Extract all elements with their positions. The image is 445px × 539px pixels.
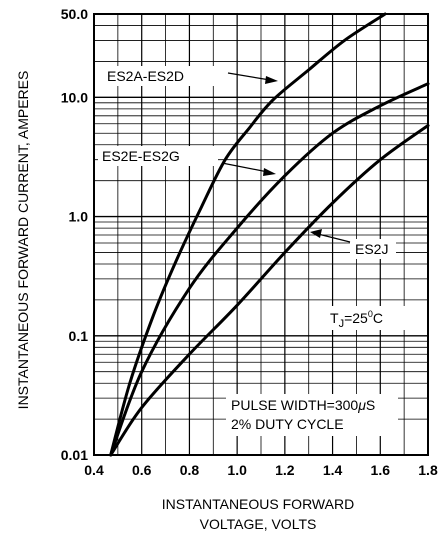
label-backgrounds — [98, 66, 426, 436]
es2j-arrowhead — [310, 229, 322, 238]
x-tick-label: 0.4 — [84, 462, 104, 478]
series-curves — [109, 12, 430, 457]
x-tick-labels: 0.4 0.6 0.8 1.0 1.2 1.4 1.6 1.8 — [84, 462, 438, 478]
y-tick-labels: 0.01 0.1 1.0 10.0 50.0 — [61, 6, 88, 463]
y-tick-label: 0.01 — [61, 447, 88, 463]
es2j-arrow — [317, 233, 351, 243]
series-line-es2e-es2g — [109, 82, 430, 457]
annotations: ES2A-ES2D ES2E-ES2G ES2J TJ=250C PULSE W… — [102, 68, 388, 432]
temperature-annotation: TJ=250C — [330, 309, 383, 330]
x-axis-title-line-2: VOLTAGE, VOLTS — [200, 516, 317, 532]
series-label-es2e-es2g: ES2E-ES2G — [102, 148, 180, 164]
es2e-label-bg — [98, 146, 218, 166]
es2j-label-bg — [350, 239, 396, 259]
es2a-arrow — [227, 72, 271, 81]
x-tick-label: 1.4 — [323, 462, 343, 478]
x-tick-label: 0.6 — [132, 462, 152, 478]
series-line-es2a-es2d — [109, 12, 387, 457]
x-tick-label: 1.0 — [227, 462, 247, 478]
es2e-arrowhead — [263, 168, 276, 176]
y-tick-label: 10.0 — [61, 89, 88, 105]
duty-cycle-annotation: 2% DUTY CYCLE — [231, 416, 344, 432]
y-tick-label: 1.0 — [69, 209, 89, 225]
plot-frame — [93, 13, 429, 456]
major-grid — [94, 14, 428, 456]
es2a-arrowhead — [265, 76, 278, 84]
x-tick-label: 1.6 — [371, 462, 391, 478]
y-tick-label: 50.0 — [61, 6, 88, 22]
pulse-label-bg — [226, 394, 398, 436]
y-axis-title: INSTANTANEOUS FORWARD CURRENT, AMPERES — [15, 71, 31, 410]
x-axis-title-line-1: INSTANTANEOUS FORWARD — [162, 496, 354, 512]
series-label-es2j: ES2J — [355, 241, 388, 257]
es2a-label-bg — [104, 66, 222, 86]
es2e-arrow — [221, 162, 269, 173]
series-line-es2j — [109, 124, 430, 457]
pulse-width-annotation: PULSE WIDTH=300μS — [231, 397, 375, 413]
series-label-es2a-es2d: ES2A-ES2D — [107, 68, 184, 84]
x-tick-label: 1.2 — [275, 462, 295, 478]
temperature-label-bg — [324, 306, 426, 330]
y-tick-label: 0.1 — [69, 328, 89, 344]
x-tick-label: 0.8 — [180, 462, 200, 478]
x-tick-label: 1.8 — [418, 462, 438, 478]
axis-titles: INSTANTANEOUS FORWARD CURRENT, AMPERES I… — [15, 71, 354, 532]
